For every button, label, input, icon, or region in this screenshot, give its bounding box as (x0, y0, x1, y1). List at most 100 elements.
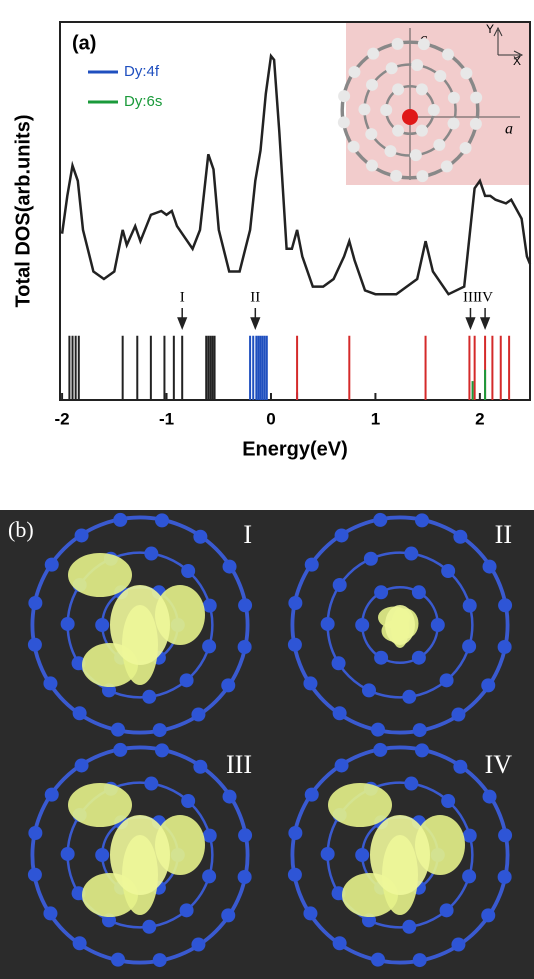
orbital-isosurface (68, 553, 132, 597)
cage-atom (223, 560, 237, 574)
cage-atom (418, 38, 430, 50)
cage-atom (238, 828, 252, 842)
cage-atom (153, 723, 167, 737)
cage-atom (364, 552, 378, 566)
cage-atom (238, 598, 252, 612)
x-axis-label: Energy(eV) (242, 438, 348, 460)
cage-atom (373, 743, 387, 757)
cage-atom (453, 530, 467, 544)
cage-atom (451, 708, 465, 722)
cage-atom (386, 62, 398, 74)
cage-atom (463, 599, 477, 613)
cage-atom (61, 847, 75, 861)
cage-atom (416, 125, 428, 137)
cage-atom (462, 639, 476, 653)
orbital-isosurface (110, 815, 170, 895)
cage-atom (483, 560, 497, 574)
cage-atom (43, 676, 57, 690)
cage-atom (374, 651, 388, 665)
cage-atom (441, 564, 455, 578)
panel-label: (a) (72, 32, 96, 54)
cage-atom (305, 788, 319, 802)
cage-atom (481, 908, 495, 922)
cage-atom (113, 743, 127, 757)
cage-atom (416, 170, 428, 182)
cage-atom (191, 708, 205, 722)
cage-atom (288, 638, 302, 652)
cage-atom (380, 104, 392, 116)
cage-atom (470, 118, 482, 130)
x-tick-label: 2 (475, 409, 484, 428)
cage-atom (45, 788, 59, 802)
cage-atom (498, 598, 512, 612)
cage-atom (202, 869, 216, 883)
cage-atom (453, 760, 467, 774)
annotation-arrow (178, 308, 186, 328)
cage-atom (371, 953, 385, 967)
cage-atom (448, 117, 460, 129)
cage-atom (332, 656, 346, 670)
cage-atom (434, 70, 446, 82)
annotation-arrow (251, 308, 259, 328)
cage-atom (348, 66, 360, 78)
orbital-isosurface (370, 815, 430, 895)
image-label: III (226, 750, 252, 779)
cage-atom (411, 59, 423, 71)
cage-atom (181, 794, 195, 808)
cage-atom (392, 125, 404, 137)
x-tick-label: -2 (55, 409, 70, 428)
cage-atom (498, 828, 512, 842)
cage-atom (238, 870, 252, 884)
cage-atom (28, 638, 42, 652)
cage-atom (355, 618, 369, 632)
cage-atom (333, 936, 347, 950)
cage-atom (144, 547, 158, 561)
cage-atom (95, 848, 109, 862)
orbital-isosurface (385, 605, 415, 645)
annotation: III (463, 289, 478, 305)
cage-atom (338, 90, 350, 102)
orbital-isosurface (328, 783, 392, 827)
cage-atom (303, 676, 317, 690)
orbital-isosurface (110, 585, 170, 665)
legend-label: Dy:6s (124, 93, 162, 110)
cage-atom (498, 870, 512, 884)
cage-atom (362, 683, 376, 697)
cage-atom (441, 794, 455, 808)
cage-atom (333, 706, 347, 720)
cage-atom (303, 906, 317, 920)
cage-atom (111, 953, 125, 967)
page: (a) Energy(eV) Total DOS(arb.units) c a … (0, 0, 534, 979)
image-label: I (243, 520, 252, 549)
cage-atom (45, 558, 59, 572)
cage-atom (335, 528, 349, 542)
cage-atom (440, 673, 454, 687)
inset-label: a (505, 121, 513, 138)
cage-atom (111, 723, 125, 737)
cage-atom (142, 920, 156, 934)
cage-atom (392, 38, 404, 50)
cage-atom (348, 141, 360, 153)
cage-atom (75, 758, 89, 772)
cage-atom (155, 513, 169, 527)
cage-atom (61, 617, 75, 631)
cage-atom (333, 578, 347, 592)
cage-atom (28, 596, 42, 610)
cage-atom (366, 79, 378, 91)
cage-atom (431, 618, 445, 632)
cage-atom (413, 953, 427, 967)
cage-atom (73, 706, 87, 720)
cage-atom (451, 938, 465, 952)
legend-label: Dy:4f (124, 63, 160, 80)
y-axis-label: Total DOS(arb.units) (12, 115, 34, 308)
cage-atom (402, 690, 416, 704)
cage-atom (463, 829, 477, 843)
cage-atom (191, 938, 205, 952)
orbital-isosurface (68, 783, 132, 827)
cage-atom (181, 564, 195, 578)
dy-atom (402, 109, 418, 125)
cage-atom (428, 104, 440, 116)
cage-atom (288, 868, 302, 882)
cage-atom (410, 149, 422, 161)
cage-atom (415, 513, 429, 527)
